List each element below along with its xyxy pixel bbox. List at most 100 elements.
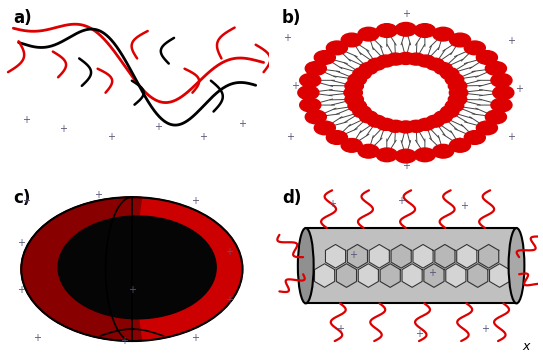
Circle shape — [414, 148, 435, 162]
Polygon shape — [348, 244, 368, 268]
Text: +: + — [107, 132, 115, 142]
Text: +: + — [428, 268, 436, 278]
Text: +: + — [336, 324, 344, 334]
Circle shape — [305, 62, 326, 75]
Text: +: + — [454, 136, 463, 146]
Text: +: + — [191, 195, 199, 206]
Polygon shape — [435, 244, 455, 268]
Text: +: + — [225, 247, 233, 257]
Text: +: + — [415, 329, 423, 339]
Circle shape — [58, 216, 216, 319]
Text: +: + — [291, 81, 299, 91]
Circle shape — [314, 51, 336, 64]
Text: d): d) — [282, 189, 301, 207]
Circle shape — [440, 68, 459, 80]
Circle shape — [368, 115, 386, 127]
Circle shape — [358, 27, 379, 41]
Text: c): c) — [14, 189, 31, 207]
Circle shape — [493, 86, 514, 100]
Polygon shape — [424, 264, 444, 287]
Polygon shape — [457, 244, 477, 268]
Circle shape — [485, 110, 507, 124]
Circle shape — [387, 120, 405, 132]
Ellipse shape — [298, 228, 314, 303]
Polygon shape — [413, 244, 433, 268]
Circle shape — [376, 24, 397, 37]
Text: +: + — [22, 195, 30, 206]
Text: +: + — [515, 84, 523, 94]
Text: +: + — [507, 36, 515, 46]
Text: +: + — [93, 190, 102, 201]
Polygon shape — [314, 264, 334, 287]
Text: +: + — [120, 336, 128, 346]
Text: +: + — [128, 285, 136, 295]
Polygon shape — [446, 264, 466, 287]
Circle shape — [426, 115, 444, 127]
Text: +: + — [59, 124, 67, 134]
Circle shape — [440, 106, 459, 118]
Circle shape — [368, 58, 386, 70]
Ellipse shape — [509, 228, 525, 303]
Text: +: + — [22, 115, 30, 125]
Circle shape — [345, 80, 363, 92]
Circle shape — [417, 118, 435, 130]
Circle shape — [314, 121, 336, 135]
Text: +: + — [33, 333, 41, 342]
Polygon shape — [380, 264, 400, 287]
Text: +: + — [481, 324, 489, 334]
Circle shape — [491, 98, 512, 112]
Circle shape — [305, 110, 326, 124]
Text: +: + — [344, 81, 352, 91]
Polygon shape — [468, 264, 488, 287]
Text: +: + — [286, 132, 294, 142]
Circle shape — [449, 93, 467, 105]
Circle shape — [376, 148, 397, 162]
Text: +: + — [454, 88, 463, 98]
Circle shape — [358, 144, 379, 158]
Circle shape — [434, 111, 452, 123]
Text: b): b) — [282, 9, 301, 27]
Circle shape — [353, 106, 371, 118]
Text: +: + — [17, 239, 25, 248]
Circle shape — [353, 68, 371, 80]
Circle shape — [449, 87, 468, 99]
Circle shape — [395, 22, 416, 36]
Circle shape — [445, 100, 464, 112]
Circle shape — [407, 53, 425, 65]
Text: +: + — [17, 285, 25, 295]
Circle shape — [450, 33, 471, 47]
Circle shape — [341, 139, 362, 152]
Text: +: + — [349, 251, 357, 260]
Text: x: x — [522, 340, 529, 353]
Wedge shape — [21, 197, 142, 341]
Polygon shape — [325, 244, 345, 268]
Circle shape — [359, 63, 378, 75]
Circle shape — [344, 87, 362, 99]
Circle shape — [433, 144, 454, 158]
Circle shape — [348, 100, 367, 112]
Polygon shape — [336, 264, 357, 287]
Circle shape — [434, 63, 452, 75]
Circle shape — [476, 121, 497, 135]
Text: +: + — [191, 333, 199, 342]
Polygon shape — [391, 244, 411, 268]
Circle shape — [396, 121, 415, 133]
Text: +: + — [283, 33, 291, 43]
Text: +: + — [154, 122, 162, 132]
Circle shape — [485, 62, 507, 75]
Circle shape — [300, 98, 321, 112]
Circle shape — [300, 73, 321, 87]
Text: +: + — [328, 199, 336, 209]
Text: a): a) — [14, 9, 32, 27]
Circle shape — [326, 131, 348, 144]
Circle shape — [414, 24, 435, 37]
Circle shape — [426, 58, 444, 70]
Text: +: + — [238, 118, 247, 129]
Circle shape — [21, 197, 243, 341]
Circle shape — [376, 118, 395, 130]
Circle shape — [348, 73, 367, 85]
Circle shape — [298, 86, 319, 100]
Text: +: + — [199, 132, 207, 142]
Text: +: + — [402, 161, 410, 171]
Text: +: + — [225, 295, 233, 305]
